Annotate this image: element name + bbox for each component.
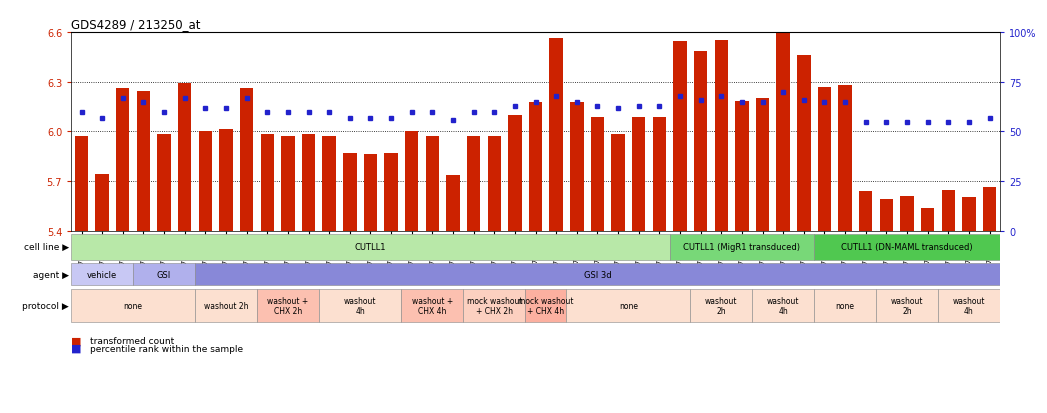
Bar (566, 290, 690, 322)
Bar (401, 290, 464, 322)
Bar (363, 154, 377, 231)
Text: CUTLL1 (MigR1 transduced): CUTLL1 (MigR1 transduced) (684, 242, 800, 252)
Bar (694, 52, 708, 231)
Bar (74, 136, 88, 231)
Bar (467, 136, 481, 231)
Bar (756, 99, 770, 231)
Bar (632, 118, 645, 231)
Bar (921, 209, 934, 231)
Bar (529, 102, 542, 231)
Text: CUTLL1 (DN-MAML transduced): CUTLL1 (DN-MAML transduced) (841, 242, 973, 252)
Text: mock washout
+ CHX 4h: mock washout + CHX 4h (518, 296, 574, 316)
Bar (137, 92, 150, 231)
Text: washout
4h: washout 4h (767, 296, 800, 316)
Text: GSI: GSI (157, 270, 172, 279)
Bar (652, 118, 666, 231)
Bar (983, 188, 997, 231)
Bar (384, 154, 398, 231)
Text: ■: ■ (71, 336, 82, 346)
Bar (673, 42, 687, 231)
Bar (815, 290, 876, 322)
Bar (571, 102, 583, 231)
Bar (962, 197, 976, 231)
Bar (777, 33, 789, 231)
Bar (839, 86, 852, 231)
Bar (343, 154, 357, 231)
Bar (690, 290, 752, 322)
Bar (240, 88, 253, 231)
Bar (876, 290, 938, 322)
Text: washout
4h: washout 4h (343, 296, 376, 316)
Bar (261, 135, 274, 231)
Bar (714, 40, 728, 231)
Bar (71, 234, 670, 260)
Text: washout
4h: washout 4h (953, 296, 985, 316)
Bar (199, 131, 213, 231)
Bar (426, 136, 439, 231)
Text: none: none (619, 301, 638, 310)
Bar (116, 88, 130, 231)
Text: washout
2h: washout 2h (891, 296, 923, 316)
Bar (71, 290, 195, 322)
Text: none: none (124, 301, 142, 310)
Text: CUTLL1: CUTLL1 (355, 242, 386, 252)
Bar (219, 130, 232, 231)
Bar (178, 84, 192, 231)
Bar (818, 88, 831, 231)
Bar (591, 118, 604, 231)
Bar (879, 199, 893, 231)
Bar (938, 290, 1000, 322)
Bar (900, 197, 914, 231)
Bar (322, 136, 336, 231)
Text: percentile rank within the sample: percentile rank within the sample (90, 344, 243, 353)
Bar (815, 234, 1000, 260)
Text: cell line ▶: cell line ▶ (24, 242, 69, 252)
Bar (797, 56, 810, 231)
Text: ■: ■ (71, 343, 82, 353)
Text: none: none (836, 301, 854, 310)
Text: GDS4289 / 213250_at: GDS4289 / 213250_at (71, 18, 201, 31)
Bar (282, 136, 294, 231)
Bar (133, 263, 195, 286)
Text: mock washout
+ CHX 2h: mock washout + CHX 2h (467, 296, 522, 316)
Bar (157, 135, 171, 231)
Bar (302, 135, 315, 231)
Bar (752, 290, 815, 322)
Text: vehicle: vehicle (87, 270, 117, 279)
Bar (195, 290, 257, 322)
Text: agent ▶: agent ▶ (34, 270, 69, 279)
Bar (526, 290, 566, 322)
Bar (550, 39, 563, 231)
Bar (71, 263, 133, 286)
Bar (611, 135, 625, 231)
Text: protocol ▶: protocol ▶ (22, 301, 69, 310)
Bar (508, 116, 521, 231)
Bar (405, 131, 419, 231)
Text: transformed count: transformed count (90, 337, 174, 346)
Bar (670, 234, 815, 260)
Bar (859, 192, 872, 231)
Bar (195, 263, 1000, 286)
Bar (488, 136, 500, 231)
Bar (941, 191, 955, 231)
Text: washout 2h: washout 2h (204, 301, 248, 310)
Text: washout +
CHX 4h: washout + CHX 4h (411, 296, 453, 316)
Bar (464, 290, 526, 322)
Bar (446, 176, 460, 231)
Bar (257, 290, 319, 322)
Text: GSI 3d: GSI 3d (583, 270, 611, 279)
Text: washout
2h: washout 2h (705, 296, 737, 316)
Bar (319, 290, 401, 322)
Text: washout +
CHX 2h: washout + CHX 2h (267, 296, 309, 316)
Bar (95, 174, 109, 231)
Bar (735, 102, 749, 231)
